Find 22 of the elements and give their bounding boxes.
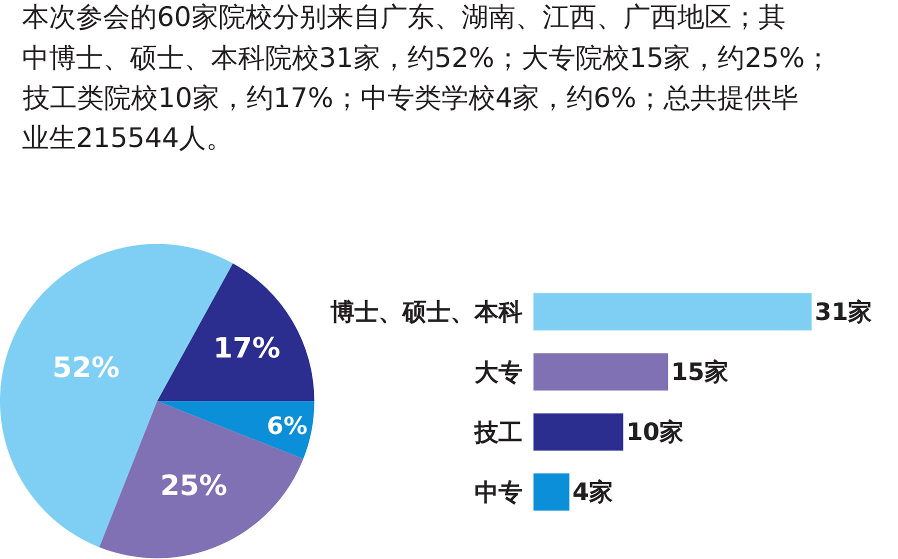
text: 中博士、硕士、本科院校31家，约52%；大专院校15家，约25%； — [22, 43, 832, 74]
data-label: 4家 — [572, 478, 614, 506]
data-label: 52% — [52, 351, 120, 384]
y-tick-label: 博士、硕士、本科 — [329, 298, 522, 326]
text: 本次参会的60家院校分别来自广东、湖南、江西、广西地区；其 — [22, 2, 786, 33]
y-tick-label: 大专 — [474, 358, 522, 386]
data-label: 15家 — [671, 358, 729, 386]
data-label: 17% — [213, 332, 280, 365]
text: 技工类院校10家，约17%；中专类学校4家，约6%；总共提供毕 — [22, 83, 798, 114]
data-label: 10家 — [626, 418, 684, 446]
y-tick-label: 中专 — [474, 478, 522, 506]
data-label: 31家 — [814, 298, 872, 326]
bar — [533, 473, 570, 511]
bar — [533, 293, 812, 330]
bar — [533, 413, 624, 451]
pie-slice — [157, 263, 314, 402]
data-label: 25% — [160, 469, 228, 502]
pie-slice — [157, 401, 314, 459]
y-tick-label: 技工 — [473, 418, 522, 446]
text: 业生215544人。 — [22, 123, 234, 154]
data-label: 6% — [266, 412, 308, 440]
bar — [533, 353, 668, 391]
